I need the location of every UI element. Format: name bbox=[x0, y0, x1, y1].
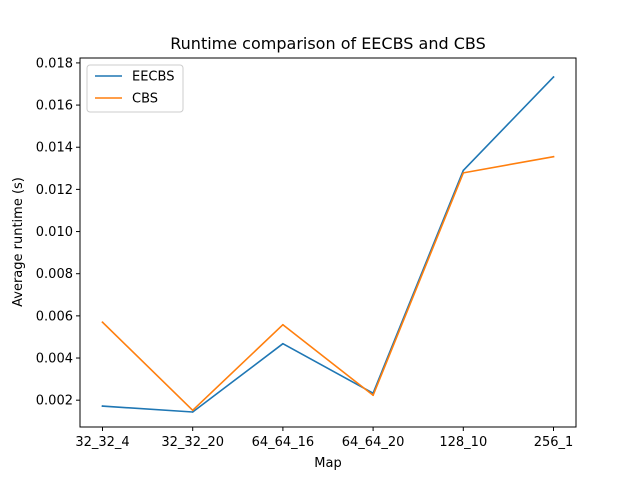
x-axis-title: Map bbox=[314, 456, 341, 471]
data-point-cbs bbox=[372, 394, 374, 397]
x-tick-label: 32_32_20 bbox=[161, 435, 224, 450]
y-tick-label: 0.008 bbox=[36, 267, 73, 282]
y-tick-label: 0.004 bbox=[36, 352, 73, 367]
y-tick-label: 0.012 bbox=[36, 183, 73, 198]
data-point-eecbs bbox=[282, 342, 284, 345]
legend: EECBS CBS bbox=[86, 64, 184, 113]
y-axis: 0.002 0.004 0.006 0.008 0.010 0.012 0.014 0.016… bbox=[36, 56, 80, 409]
series-line-eecbs bbox=[101, 75, 555, 413]
series-line-cbs bbox=[101, 155, 555, 412]
data-point-cbs bbox=[462, 172, 465, 174]
data-point-eecbs bbox=[462, 169, 465, 172]
x-tick-label: 32_32_4 bbox=[75, 435, 129, 450]
x-tick-label: 64_64_20 bbox=[342, 435, 405, 450]
y-axis-title: Average runtime (s) bbox=[11, 177, 26, 307]
x-tick-label: 256_1 bbox=[534, 435, 574, 450]
y-tick-label: 0.002 bbox=[36, 394, 73, 409]
y-tick-label: 0.006 bbox=[36, 309, 73, 324]
data-point-cbs bbox=[282, 323, 284, 326]
legend-label-eecbs: EECBS bbox=[132, 70, 174, 85]
y-tick-label: 0.014 bbox=[36, 141, 73, 156]
data-point-cbs bbox=[191, 409, 194, 412]
y-tick-label: 0.016 bbox=[36, 99, 73, 114]
x-tick-label: 64_64_16 bbox=[252, 435, 315, 450]
x-tick-label: 128_10 bbox=[439, 435, 487, 450]
y-tick-label: 0.010 bbox=[36, 225, 73, 240]
data-point-eecbs bbox=[191, 411, 194, 413]
chart-title: Runtime comparison of EECBS and CBS bbox=[170, 34, 485, 53]
data-point-cbs bbox=[101, 321, 104, 323]
series-layer bbox=[101, 75, 555, 413]
data-point-eecbs bbox=[552, 76, 555, 78]
legend-label-cbs: CBS bbox=[132, 92, 158, 107]
data-point-cbs bbox=[552, 155, 555, 158]
data-point-eecbs bbox=[101, 405, 104, 407]
x-axis: 32_32_4 32_32_20 64_64_16 64_64_20 128_10 256… bbox=[75, 427, 573, 450]
y-tick-label: 0.018 bbox=[36, 56, 73, 71]
plot-area bbox=[79, 57, 577, 428]
